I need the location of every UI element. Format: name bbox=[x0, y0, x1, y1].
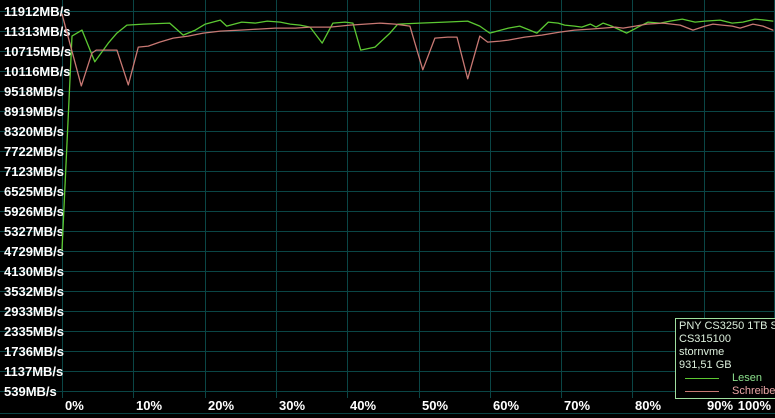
legend-entry-read: Lesen bbox=[679, 372, 775, 385]
x-tick-label: 100% bbox=[738, 398, 772, 413]
legend-box: PNY CS3250 1TB S CS315100 stornvme 931,5… bbox=[675, 318, 775, 399]
legend-entry-write: Schreiben bbox=[679, 385, 775, 398]
y-tick-label: 8320MB/s bbox=[4, 124, 64, 139]
y-tick-label: 4729MB/s bbox=[4, 244, 64, 259]
y-tick-label: 3532MB/s bbox=[4, 284, 64, 299]
drive-model-label: PNY CS3250 1TB S bbox=[679, 320, 775, 332]
y-tick-label: 6525MB/s bbox=[4, 184, 64, 199]
read-line-swatch bbox=[685, 378, 719, 379]
x-tick-label: 0% bbox=[65, 398, 84, 413]
x-tick-label: 70% bbox=[564, 398, 590, 413]
y-tick-label: 2335MB/s bbox=[4, 324, 64, 339]
x-tick-label: 40% bbox=[350, 398, 376, 413]
write-speed-line bbox=[61, 13, 774, 87]
legend-read-label: Lesen bbox=[732, 372, 762, 384]
y-tick-label: 9518MB/s bbox=[4, 84, 64, 99]
x-tick-label: 60% bbox=[493, 398, 519, 413]
y-tick-label: 8919MB/s bbox=[4, 104, 64, 119]
y-tick-label: 10116MB/s bbox=[4, 64, 71, 79]
x-tick-label: 80% bbox=[635, 398, 661, 413]
x-tick-label: 50% bbox=[422, 398, 448, 413]
x-tick-label: 90% bbox=[707, 398, 733, 413]
x-tick-label: 10% bbox=[136, 398, 162, 413]
legend-write-label: Schreiben bbox=[732, 385, 775, 397]
driver-label: stornvme bbox=[679, 346, 725, 358]
y-tick-label: 10715MB/s bbox=[4, 44, 71, 59]
capacity-label: 931,51 GB bbox=[679, 359, 732, 371]
y-tick-label: 1137MB/s bbox=[4, 364, 63, 379]
y-tick-label: 2933MB/s bbox=[4, 304, 64, 319]
y-tick-label: 7722MB/s bbox=[4, 144, 64, 159]
firmware-label: CS315100 bbox=[679, 333, 731, 345]
y-tick-label: 5926MB/s bbox=[4, 204, 64, 219]
x-tick-label: 30% bbox=[279, 398, 305, 413]
y-tick-label: 7123MB/s bbox=[4, 164, 64, 179]
y-tick-label: 5327MB/s bbox=[4, 224, 64, 239]
write-line-swatch bbox=[685, 391, 719, 392]
y-tick-label: 539MB/s bbox=[4, 384, 57, 399]
y-tick-label: 4130MB/s bbox=[4, 264, 64, 279]
y-tick-label: 11912MB/s bbox=[4, 4, 71, 19]
y-tick-label: 1736MB/s bbox=[4, 344, 64, 359]
y-tick-label: 11313MB/s bbox=[4, 24, 71, 39]
x-tick-label: 20% bbox=[208, 398, 234, 413]
